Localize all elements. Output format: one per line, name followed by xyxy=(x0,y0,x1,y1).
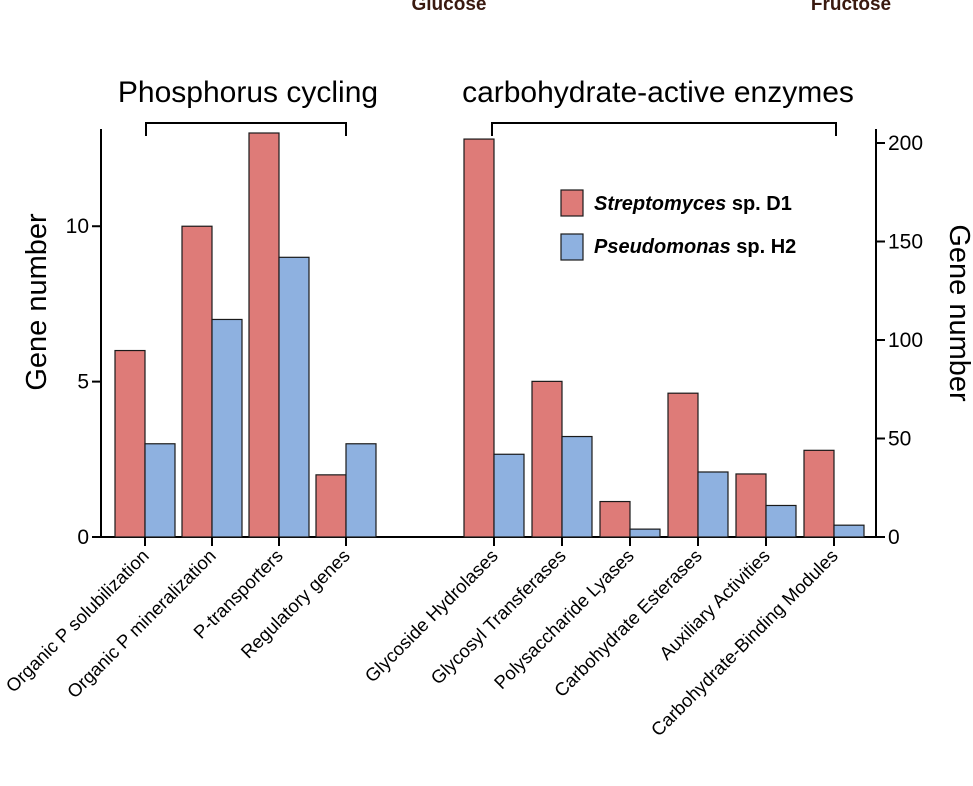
legend-label-pseudomonas-strain: sp. H2 xyxy=(731,236,797,258)
category-label-glycosyl-transferases: Glycosyl Transferases xyxy=(426,545,570,689)
legend-label-streptomyces: Streptomyces sp. D1 xyxy=(594,193,792,215)
header-left-label: Glucose xyxy=(412,0,487,15)
bar-organic-p-solubilization-streptomyces-sp-d1 xyxy=(114,349,146,538)
right-y-axis-title: Gene number xyxy=(943,224,973,402)
bar-polysaccharide-lyases-streptomyces-sp-d1 xyxy=(599,500,631,538)
left-y-tick-label-5: 5 xyxy=(77,371,89,394)
legend-label-pseudomonas: Pseudomonas sp. H2 xyxy=(594,236,796,258)
legend-swatch-streptomyces xyxy=(560,189,584,217)
left-y-tick-label-0: 0 xyxy=(77,526,89,549)
bar-regulatory-genes-pseudomonas-sp-h2 xyxy=(345,443,377,538)
bar-organic-p-mineralization-streptomyces-sp-d1 xyxy=(181,225,213,538)
category-label-glycoside-hydrolases: Glycoside Hydrolases xyxy=(360,545,501,686)
right-y-tick-label-100: 100 xyxy=(888,329,923,352)
carbohydrate-group-bracket xyxy=(491,122,837,136)
legend-label-streptomyces-strain: sp. D1 xyxy=(726,193,792,215)
left-y-axis-title: Gene number xyxy=(21,213,53,391)
bar-p-transporters-pseudomonas-sp-h2 xyxy=(278,256,310,538)
right-y-tick-label-150: 150 xyxy=(888,231,923,254)
right-y-tick-label-50: 50 xyxy=(888,428,911,451)
bar-glycosyl-transferases-pseudomonas-sp-h2 xyxy=(561,435,593,538)
bars-layer xyxy=(114,132,865,538)
carbohydrate-group-title: carbohydrate-active enzymes xyxy=(462,76,854,109)
bar-polysaccharide-lyases-pseudomonas-sp-h2 xyxy=(629,528,661,538)
bar-carbohydrate-esterases-streptomyces-sp-d1 xyxy=(667,392,699,538)
bar-carbohydrate-esterases-pseudomonas-sp-h2 xyxy=(697,471,729,538)
bar-carbohydrate-binding-modules-streptomyces-sp-d1 xyxy=(803,449,835,538)
right-y-tick-label-200: 200 xyxy=(888,132,923,155)
legend-label-pseudomonas-genus: Pseudomonas xyxy=(594,236,731,258)
bar-glycoside-hydrolases-streptomyces-sp-d1 xyxy=(463,138,495,538)
phosphorus-group-bracket xyxy=(145,122,347,136)
bar-auxiliary-activities-streptomyces-sp-d1 xyxy=(735,473,767,538)
left-y-tick-label-10: 10 xyxy=(66,215,89,238)
right-y-tick-label-0: 0 xyxy=(888,526,900,549)
bar-regulatory-genes-streptomyces-sp-d1 xyxy=(315,474,347,538)
bar-organic-p-solubilization-pseudomonas-sp-h2 xyxy=(144,443,176,538)
bar-auxiliary-activities-pseudomonas-sp-h2 xyxy=(765,504,797,538)
legend-swatch-pseudomonas xyxy=(560,233,584,261)
header-right-label: Fructose xyxy=(811,0,891,15)
bar-p-transporters-streptomyces-sp-d1 xyxy=(248,132,280,538)
legend: Streptomyces sp. D1 Pseudomonas sp. H2 xyxy=(560,189,796,261)
bar-glycoside-hydrolases-pseudomonas-sp-h2 xyxy=(493,453,525,538)
phosphorus-group-title: Phosphorus cycling xyxy=(118,76,378,109)
bar-carbohydrate-binding-modules-pseudomonas-sp-h2 xyxy=(833,524,865,538)
bar-organic-p-mineralization-pseudomonas-sp-h2 xyxy=(211,318,243,538)
bar-glycosyl-transferases-streptomyces-sp-d1 xyxy=(531,380,563,538)
legend-label-streptomyces-genus: Streptomyces xyxy=(594,193,726,215)
